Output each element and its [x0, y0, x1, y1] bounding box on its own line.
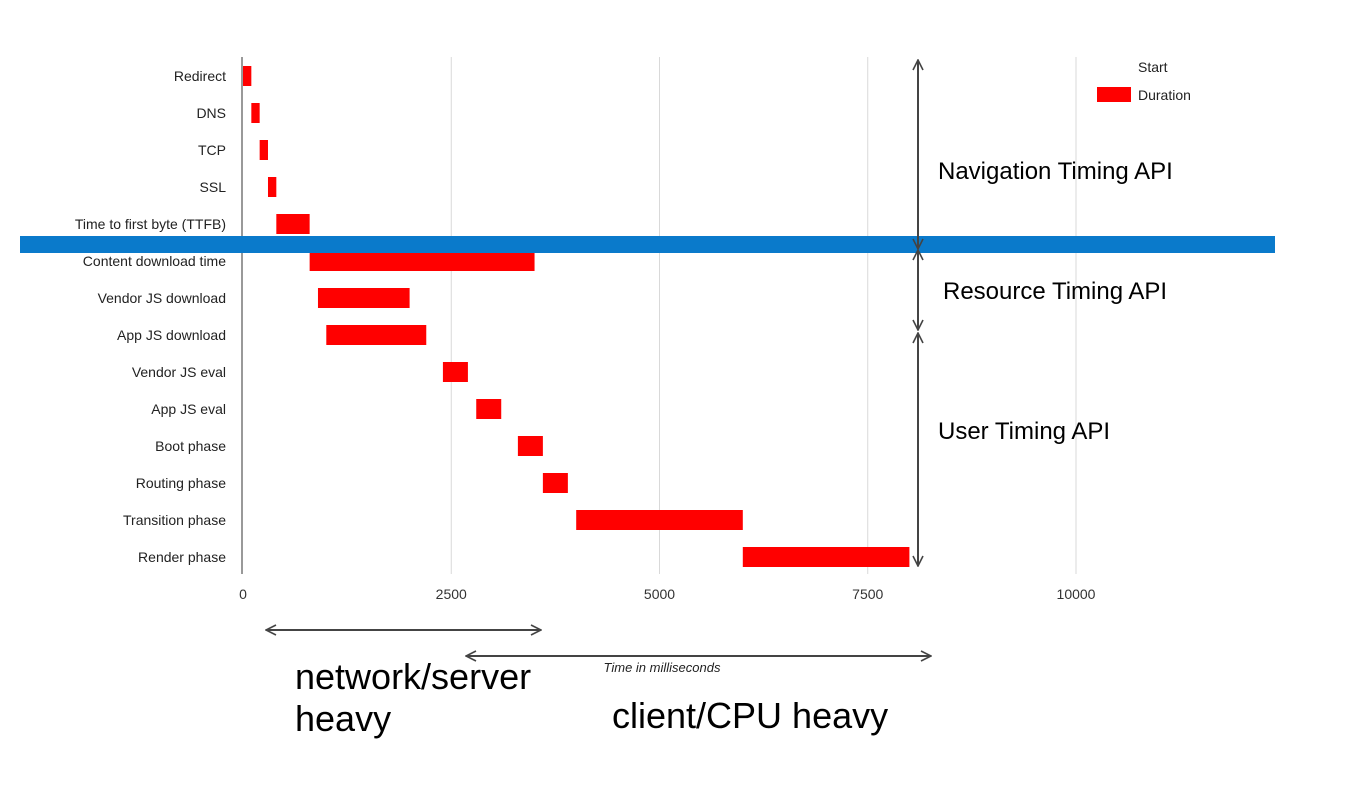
- category-label: Content download time: [83, 253, 226, 269]
- category-label: App JS download: [117, 327, 226, 343]
- duration-bar: [576, 510, 743, 530]
- category-label: Vendor JS download: [98, 290, 226, 306]
- x-tick-label: 0: [239, 586, 247, 602]
- grid-lines: [450, 57, 1077, 574]
- duration-bar: [317, 288, 410, 308]
- category-label: Redirect: [174, 68, 226, 84]
- duration-bar: [326, 325, 427, 345]
- category-label: Routing phase: [136, 475, 227, 491]
- category-label: Render phase: [138, 549, 226, 565]
- client-cpu-heavy-label: client/CPU heavy: [612, 695, 889, 736]
- x-tick-label: 7500: [852, 586, 883, 602]
- resource-timing-api-label: Resource Timing API: [943, 278, 1168, 305]
- category-label: Transition phase: [123, 512, 226, 528]
- duration-bar: [309, 251, 535, 271]
- duration-bars: [243, 66, 910, 567]
- x-tick-label: 2500: [436, 586, 467, 602]
- x-tick-label: 10000: [1057, 586, 1096, 602]
- category-label: DNS: [196, 105, 226, 121]
- duration-bar: [251, 103, 260, 123]
- duration-bar: [476, 399, 502, 419]
- network-server-heavy-label: network/server heavy: [295, 656, 532, 739]
- legend-swatch-duration: [1097, 87, 1131, 102]
- duration-bar: [542, 473, 568, 493]
- duration-bar: [442, 362, 468, 382]
- category-label: App JS eval: [151, 401, 226, 417]
- category-label: Vendor JS eval: [132, 364, 226, 380]
- duration-bar: [259, 140, 268, 160]
- category-label: Time to first byte (TTFB): [75, 216, 226, 232]
- duration-bar: [276, 214, 310, 234]
- x-tick-label: 5000: [644, 586, 675, 602]
- duration-bar: [742, 547, 910, 567]
- category-label: SSL: [200, 179, 227, 195]
- api-divider-band: [20, 236, 1275, 253]
- x-tick-labels: 0 2500 5000 7500 10000: [239, 586, 1096, 602]
- legend-entry-start: Start: [1138, 59, 1168, 75]
- user-timing-api-label: User Timing API: [938, 418, 1111, 445]
- legend: Start Duration: [1097, 59, 1191, 103]
- category-label: TCP: [198, 142, 226, 158]
- category-labels: Redirect DNS TCP SSL Time to first byte (TTF…: [75, 68, 226, 565]
- category-label: Boot phase: [155, 438, 226, 454]
- duration-bar: [517, 436, 543, 456]
- x-axis-title: Time in milliseconds: [604, 660, 721, 675]
- duration-bar: [267, 177, 277, 197]
- duration-bar: [243, 66, 252, 86]
- legend-entry-duration: Duration: [1138, 87, 1191, 103]
- navigation-timing-api-label: Navigation Timing API: [938, 158, 1173, 185]
